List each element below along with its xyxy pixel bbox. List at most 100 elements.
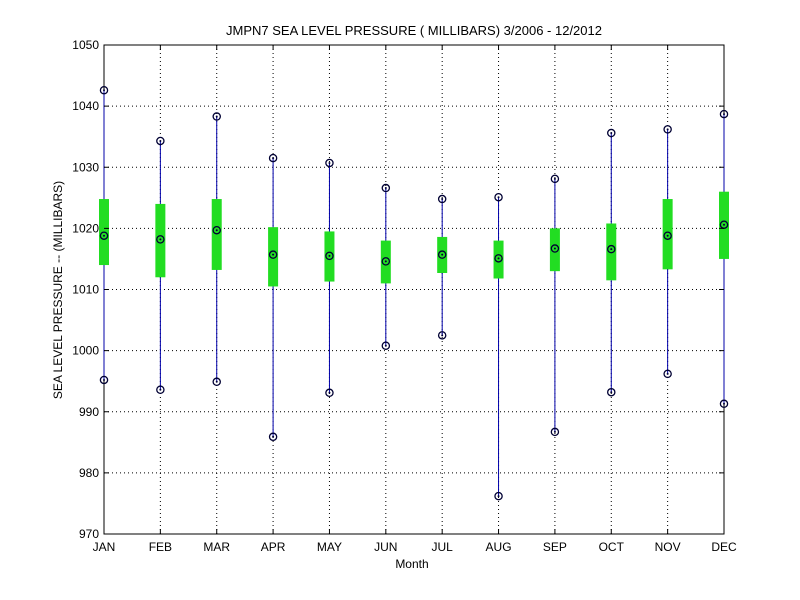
mean-marker-dot: [384, 260, 387, 263]
x-tick-label: OCT: [599, 540, 625, 554]
max-marker-dot: [553, 177, 556, 180]
mean-marker: [212, 225, 221, 235]
max-marker: [663, 125, 672, 134]
iqr-box: [662, 199, 673, 270]
mean-marker-dot: [441, 253, 444, 256]
mean-marker: [663, 231, 672, 240]
y-tick-label: 980: [79, 466, 99, 480]
max-marker: [268, 153, 278, 163]
mean-marker: [268, 250, 278, 259]
min-marker-dot: [103, 378, 105, 381]
x-tick-label: AUG: [486, 540, 512, 554]
y-tick-label: 1050: [72, 38, 99, 52]
mean-marker: [99, 231, 109, 240]
min-marker-dot: [553, 430, 556, 433]
mean-marker-dot: [497, 257, 500, 260]
mean-marker: [607, 244, 616, 254]
min-marker: [99, 375, 109, 385]
mean-marker: [156, 235, 165, 244]
iqr-box: [549, 228, 560, 272]
y-tick-label: 1030: [72, 160, 99, 174]
x-tick-label: MAY: [317, 540, 342, 554]
data-marks: [99, 85, 729, 501]
y-axis-ticks: 970 980 990 1000 1010 1020 1030 1040 1050: [72, 38, 724, 541]
max-marker-dot: [666, 128, 669, 131]
x-tick-label: JUL: [432, 540, 454, 554]
max-marker-dot: [328, 161, 331, 164]
x-axis-ticks: JAN FEB MAR APR MAY JUN JUL AUG SEP OCT NOV DEC: [93, 45, 737, 554]
x-tick-label: JAN: [93, 540, 116, 554]
y-tick-label: 970: [79, 527, 99, 541]
max-marker: [381, 183, 391, 193]
mean-marker: [494, 254, 503, 263]
min-marker-dot: [328, 391, 331, 394]
max-marker: [156, 136, 165, 146]
x-tick-label: DEC: [711, 540, 737, 554]
min-marker-dot: [384, 344, 387, 347]
min-marker: [156, 385, 165, 394]
mean-marker-dot: [272, 253, 275, 256]
y-tick-label: 990: [79, 405, 99, 419]
max-marker-dot: [610, 132, 613, 135]
x-tick-label: MAR: [203, 540, 230, 554]
iqr-box: [606, 223, 617, 281]
min-marker: [550, 427, 560, 437]
mean-marker-dot: [215, 229, 218, 232]
min-marker-dot: [610, 391, 613, 394]
max-marker-dot: [159, 139, 162, 142]
min-marker-dot: [159, 388, 162, 391]
min-marker: [607, 387, 616, 397]
min-marker-dot: [272, 435, 275, 438]
x-tick-label: FEB: [149, 540, 172, 554]
max-marker: [607, 128, 616, 138]
mean-marker: [550, 244, 560, 253]
plot-area: 970 980 990 1000 1010 1020 1030 1040 1050 JAN FEB…: [72, 38, 737, 554]
chart-title: JMPN7 SEA LEVEL PRESSURE ( MILLIBARS) 3/…: [226, 23, 602, 38]
max-marker-dot: [441, 198, 444, 201]
mean-marker-dot: [666, 234, 669, 237]
max-marker-dot: [384, 187, 387, 190]
iqr-box: [155, 203, 166, 278]
max-marker: [437, 194, 447, 204]
min-marker: [719, 399, 729, 409]
iqr-box: [211, 199, 222, 270]
min-marker-dot: [723, 402, 725, 405]
min-marker: [494, 491, 503, 501]
max-marker-dot: [103, 89, 105, 92]
max-marker-dot: [272, 157, 275, 160]
min-marker: [212, 377, 221, 387]
x-tick-label: NOV: [655, 540, 681, 554]
min-marker-dot: [497, 495, 500, 498]
mean-marker: [437, 250, 447, 259]
min-marker: [437, 331, 447, 340]
max-marker-dot: [497, 196, 500, 199]
max-marker: [550, 174, 560, 184]
iqr-box: [493, 240, 504, 279]
max-marker: [719, 109, 729, 119]
y-tick-label: 1040: [72, 99, 99, 113]
min-marker: [663, 369, 672, 379]
min-marker-dot: [215, 380, 218, 383]
min-marker: [325, 388, 334, 398]
y-tick-label: 1000: [72, 344, 99, 358]
mean-marker: [325, 251, 334, 261]
iqr-box: [268, 227, 279, 287]
y-tick-label: 1010: [72, 283, 99, 297]
mean-marker-dot: [159, 238, 162, 241]
max-marker: [99, 85, 109, 95]
mean-marker-dot: [103, 234, 105, 237]
min-marker: [381, 341, 391, 350]
y-tick-label: 1020: [72, 221, 99, 235]
max-marker: [212, 112, 221, 121]
max-marker: [494, 192, 503, 202]
max-marker-dot: [215, 115, 218, 118]
x-tick-label: JUN: [374, 540, 397, 554]
x-axis-label: Month: [395, 557, 428, 571]
x-tick-label: APR: [261, 540, 286, 554]
min-marker-dot: [666, 372, 669, 375]
mean-marker-dot: [553, 247, 556, 250]
mean-marker: [381, 257, 391, 266]
min-marker-dot: [441, 334, 444, 337]
y-axis-label: SEA LEVEL PRESSURE -- (MILLIBARS): [51, 181, 65, 399]
